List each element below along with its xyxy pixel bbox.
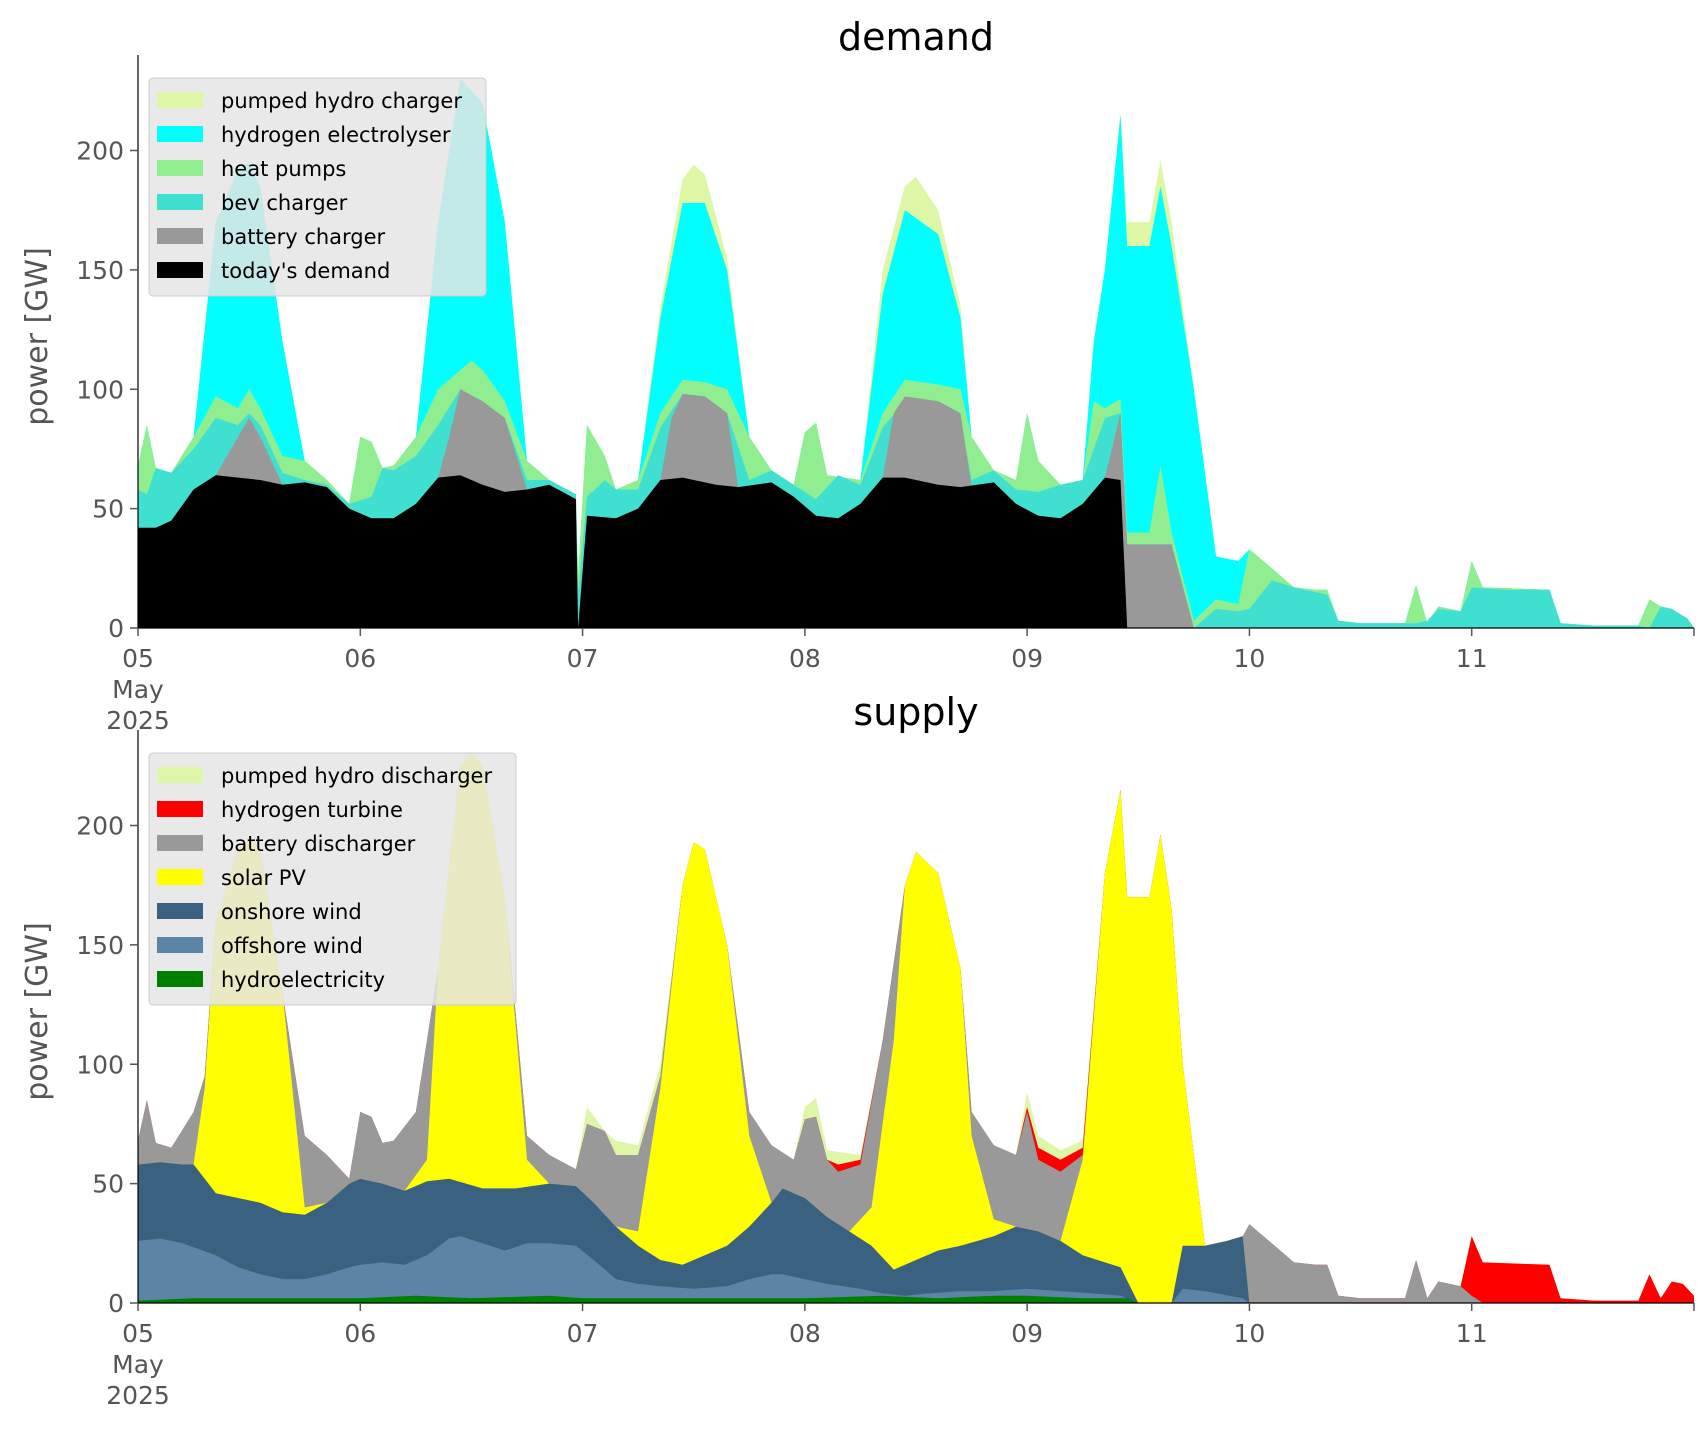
legend-box [148,752,517,1006]
legend-swatch [157,126,203,142]
legend-label: pumped hydro charger [221,89,462,113]
x-tick-month: May [112,1350,164,1379]
legend-swatch [157,767,203,783]
area-offshore-wind [138,1236,1694,1303]
y-tick-label: 0 [108,614,124,643]
chart-title: demand [838,15,994,59]
legend-label: hydrogen electrolyser [221,123,451,147]
area-today-s-demand [138,475,1694,628]
legend-swatch [157,194,203,210]
chart-title: supply [853,690,978,734]
legend-label: onshore wind [221,900,362,924]
x-tick-label: 09 [1011,644,1043,673]
legend-label: offshore wind [221,934,363,958]
legend-swatch [157,869,203,885]
y-axis-label: power [GW] [20,922,55,1101]
legend-swatch [157,937,203,953]
x-tick-label: 10 [1234,1319,1266,1348]
legend-label: pumped hydro discharger [221,764,492,788]
y-tick-label: 50 [92,1170,124,1199]
y-tick-label: 150 [76,256,124,285]
x-tick-label: 10 [1234,644,1266,673]
x-tick-label: 07 [567,1319,599,1348]
x-tick-label: 09 [1011,1319,1043,1348]
x-tick-label: 05 [122,644,154,673]
x-tick-month: May [112,675,164,704]
x-tick-label: 08 [789,1319,821,1348]
x-tick-year: 2025 [106,1381,170,1410]
x-tick-label: 08 [789,644,821,673]
y-tick-label: 0 [108,1289,124,1318]
legend-label: hydroelectricity [221,968,385,992]
x-tick-label: 06 [344,1319,376,1348]
legend-swatch [157,903,203,919]
legend: pumped hydro discharger hydrogen turbine b… [148,752,517,1006]
area-solar-pv [138,753,1694,1303]
y-tick-label: 200 [76,812,124,841]
y-tick-label: 50 [92,495,124,524]
area-hydroelectricity [138,1295,1694,1303]
legend-swatch [157,262,203,278]
legend-label: hydrogen turbine [221,798,403,822]
legend-swatch [157,92,203,108]
x-tick-label: 07 [567,644,599,673]
legend-swatch [157,160,203,176]
legend-label: bev charger [221,191,348,215]
y-tick-label: 100 [76,1050,124,1079]
legend-swatch [157,971,203,987]
x-tick-label: 11 [1456,644,1488,673]
x-tick-label: 11 [1456,1319,1488,1348]
y-tick-label: 200 [76,137,124,166]
x-tick-label: 06 [344,644,376,673]
legend-box [148,77,487,297]
legend-swatch [157,228,203,244]
x-tick-label: 05 [122,1319,154,1348]
legend-swatch [157,835,203,851]
legend-label: today's demand [221,259,390,283]
legend-label: battery discharger [221,832,416,856]
legend: pumped hydro charger hydrogen electrolyse… [148,77,487,297]
y-tick-label: 150 [76,931,124,960]
legend-label: solar PV [221,866,306,890]
legend-swatch [157,801,203,817]
y-tick-label: 100 [76,375,124,404]
legend-label: heat pumps [221,157,346,181]
legend-label: battery charger [221,225,386,249]
y-axis-label: power [GW] [20,247,55,426]
